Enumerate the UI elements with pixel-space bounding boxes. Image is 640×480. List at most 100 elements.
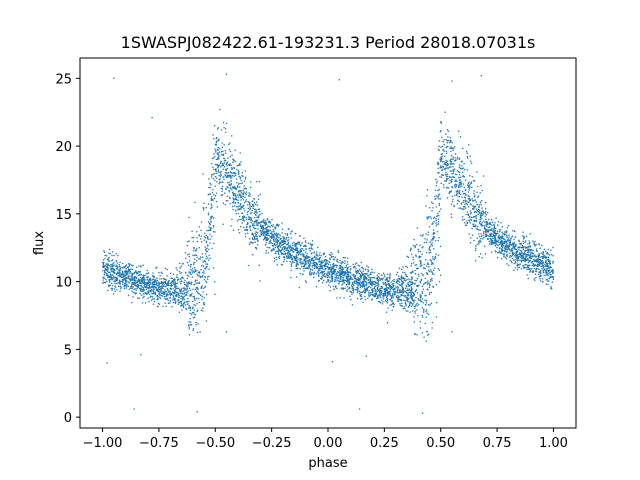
data-point [232,172,234,175]
data-point [546,253,549,255]
data-point [254,237,256,239]
data-point [363,289,365,292]
data-point [200,229,202,231]
data-point [286,257,288,259]
data-point [358,290,361,293]
data-point [461,196,463,198]
data-point [208,186,210,189]
data-point [158,303,161,306]
data-point [122,278,125,281]
data-point [417,273,420,275]
data-point [459,183,462,186]
data-point [450,161,453,163]
data-point [389,304,391,307]
data-point [374,294,377,296]
data-point [219,171,222,173]
data-point [533,267,536,270]
data-point [177,296,180,299]
data-point [532,240,534,242]
data-point [542,257,544,259]
data-point [135,282,137,285]
data-point [388,274,391,277]
data-point [414,245,416,247]
data-point [205,263,207,265]
data-point [108,256,110,259]
data-point [392,302,395,305]
data-point [485,231,487,233]
data-point [450,150,452,153]
data-point [547,260,550,263]
data-point [266,237,268,240]
data-point [210,174,213,176]
data-point [498,234,501,236]
data-point [504,240,506,243]
data-point [447,145,449,148]
data-point [546,259,548,261]
data-point [537,256,540,258]
data-point [524,241,526,243]
data-point [290,237,293,239]
data-point [132,291,134,294]
data-point [220,150,223,153]
data-point [125,272,128,274]
data-point [202,307,204,309]
data-point [170,272,172,275]
data-point [422,301,424,304]
data-point [288,239,290,241]
data-point [153,300,156,303]
data-point [345,268,348,271]
data-point [446,187,448,189]
data-point [267,234,269,236]
data-point [386,300,388,303]
data-point [538,271,541,273]
data-point [120,273,122,275]
data-point [395,281,397,284]
data-point [192,311,195,314]
data-point [177,278,179,281]
data-point [237,196,240,198]
data-point [133,288,136,290]
data-point [113,281,115,283]
data-point [180,300,183,303]
data-point [203,272,205,274]
data-point [538,263,541,266]
data-point [253,227,256,230]
data-point [190,283,193,285]
data-point [193,316,196,319]
data-point [184,304,187,306]
data-point [366,265,368,267]
data-point [455,185,458,188]
data-point [106,259,109,261]
data-point [474,210,476,213]
data-point [146,272,149,275]
data-point [276,224,278,226]
data-point [249,227,251,229]
data-point [310,252,313,255]
data-point [406,255,409,258]
data-point [168,302,171,304]
data-point [112,264,114,267]
data-point [464,203,466,205]
data-point [251,200,254,202]
data-point [376,274,379,277]
data-point [325,273,328,275]
data-point [407,256,410,258]
data-point [451,200,454,203]
data-point [229,185,231,187]
data-point [104,254,106,257]
data-point [497,239,499,241]
data-point [361,266,364,269]
data-point [124,272,126,274]
data-point [115,276,117,278]
data-point [357,264,359,266]
data-point [466,157,469,159]
data-point [229,155,232,158]
data-point [258,222,261,224]
data-point [442,165,444,167]
data-point [281,232,283,234]
data-point [308,256,311,258]
data-point [165,285,167,288]
data-point [214,175,217,178]
data-point [420,262,422,264]
data-point [386,291,389,294]
